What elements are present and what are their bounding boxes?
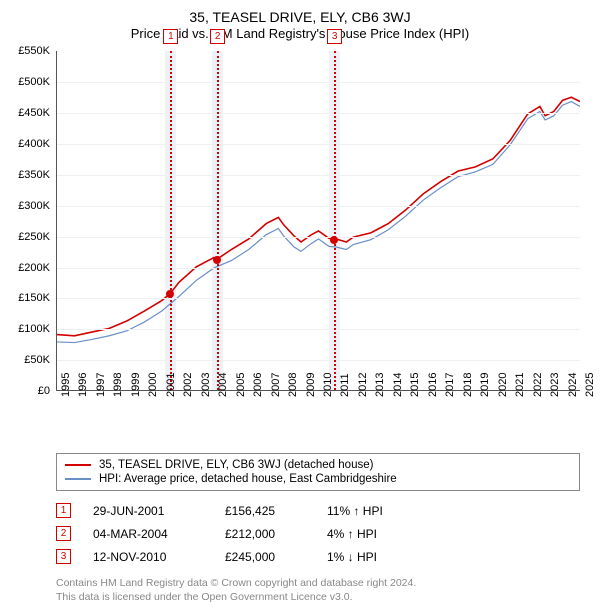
sale-dot	[213, 256, 221, 264]
footnote-line: Contains HM Land Registry data © Crown c…	[56, 576, 590, 590]
legend-swatch	[65, 464, 91, 466]
chart-container: 35, TEASEL DRIVE, ELY, CB6 3WJ Price pai…	[0, 0, 600, 615]
series-svg	[57, 51, 580, 390]
x-axis-label: 2025	[584, 373, 596, 397]
sale-vline	[170, 51, 172, 390]
y-axis-label: £200K	[18, 262, 50, 274]
series-line	[57, 102, 580, 343]
sale-hpi: 4% ↑ HPI	[327, 527, 417, 541]
sale-row: 3 12-NOV-2010 £245,000 1% ↓ HPI	[56, 545, 580, 568]
sale-marker: 2	[210, 29, 225, 44]
sale-dot	[330, 236, 338, 244]
chart-subtitle: Price paid vs. HM Land Registry's House …	[10, 26, 590, 41]
x-axis-label: 2015	[409, 373, 421, 397]
gridline-h	[57, 237, 580, 238]
chart-area: 123 £0 £50K £100K £150K £200K £250K £300K £350K…	[10, 47, 590, 447]
x-axis-label: 2007	[270, 373, 282, 397]
x-axis-label: 2024	[567, 373, 579, 397]
x-axis-label: 1998	[112, 373, 124, 397]
x-axis-label: 2023	[549, 373, 561, 397]
sale-number: 1	[56, 503, 71, 518]
sale-row: 1 29-JUN-2001 £156,425 11% ↑ HPI	[56, 499, 580, 522]
sale-marker: 3	[327, 29, 342, 44]
y-axis-label: £0	[38, 385, 50, 397]
x-axis-label: 2000	[147, 373, 159, 397]
gridline-h	[57, 206, 580, 207]
gridline-h	[57, 329, 580, 330]
x-axis-label: 2005	[235, 373, 247, 397]
gridline-h	[57, 175, 580, 176]
legend-row: HPI: Average price, detached house, East…	[65, 472, 571, 486]
sale-number: 3	[56, 549, 71, 564]
x-axis-label: 2003	[200, 373, 212, 397]
x-axis-label: 2001	[165, 373, 177, 397]
x-axis-label: 2013	[374, 373, 386, 397]
y-axis-label: £550K	[18, 45, 50, 57]
y-axis-label: £450K	[18, 107, 50, 119]
sale-date: 12-NOV-2010	[93, 550, 203, 564]
x-axis-label: 2012	[357, 373, 369, 397]
x-axis-label: 1999	[130, 373, 142, 397]
y-axis-label: £400K	[18, 138, 50, 150]
x-axis-label: 1997	[95, 373, 107, 397]
series-line	[57, 97, 580, 335]
x-axis-label: 2008	[287, 373, 299, 397]
sale-price: £245,000	[225, 550, 305, 564]
footnote: Contains HM Land Registry data © Crown c…	[56, 576, 590, 604]
sale-hpi: 1% ↓ HPI	[327, 550, 417, 564]
plot-area: 123	[56, 51, 580, 391]
x-axis-label: 2016	[427, 373, 439, 397]
x-axis-label: 2010	[322, 373, 334, 397]
gridline-h	[57, 268, 580, 269]
y-axis-label: £300K	[18, 200, 50, 212]
sale-dot	[166, 290, 174, 298]
sale-date: 29-JUN-2001	[93, 504, 203, 518]
legend-swatch	[65, 478, 91, 480]
legend-row: 35, TEASEL DRIVE, ELY, CB6 3WJ (detached…	[65, 458, 571, 472]
legend-label: HPI: Average price, detached house, East…	[99, 473, 397, 485]
x-axis-label: 2009	[305, 373, 317, 397]
y-axis-label: £150K	[18, 292, 50, 304]
y-axis-label: £50K	[24, 354, 50, 366]
sale-vline	[217, 51, 219, 390]
gridline-h	[57, 298, 580, 299]
x-axis-label: 2004	[217, 373, 229, 397]
x-axis-label: 2011	[339, 374, 351, 398]
gridline-h	[57, 144, 580, 145]
x-axis-label: 2017	[444, 373, 456, 397]
x-axis-label: 2006	[252, 373, 264, 397]
x-axis-label: 1996	[77, 373, 89, 397]
chart-title: 35, TEASEL DRIVE, ELY, CB6 3WJ	[10, 8, 590, 26]
footnote-line: This data is licensed under the Open Gov…	[56, 590, 590, 604]
sale-row: 2 04-MAR-2004 £212,000 4% ↑ HPI	[56, 522, 580, 545]
x-axis-label: 2020	[497, 373, 509, 397]
x-axis-label: 2019	[479, 373, 491, 397]
y-axis-label: £500K	[18, 76, 50, 88]
x-axis-label: 2002	[182, 373, 194, 397]
legend-box: 35, TEASEL DRIVE, ELY, CB6 3WJ (detached…	[56, 453, 580, 491]
x-axis-label: 2021	[514, 373, 526, 397]
x-axis-label: 1995	[60, 373, 72, 397]
x-axis-label: 2018	[462, 373, 474, 397]
y-axis-label: £100K	[18, 323, 50, 335]
sale-price: £212,000	[225, 527, 305, 541]
sale-date: 04-MAR-2004	[93, 527, 203, 541]
gridline-h	[57, 113, 580, 114]
sales-table: 1 29-JUN-2001 £156,425 11% ↑ HPI 2 04-MAR-200…	[56, 499, 580, 568]
sale-marker: 1	[163, 29, 178, 44]
legend-label: 35, TEASEL DRIVE, ELY, CB6 3WJ (detached…	[99, 459, 373, 471]
gridline-h	[57, 360, 580, 361]
x-axis-label: 2022	[532, 373, 544, 397]
x-axis-label: 2014	[392, 373, 404, 397]
sale-hpi: 11% ↑ HPI	[327, 504, 417, 518]
gridline-h	[57, 82, 580, 83]
sale-price: £156,425	[225, 504, 305, 518]
y-axis-label: £250K	[18, 231, 50, 243]
sale-vline	[334, 51, 336, 390]
sale-number: 2	[56, 526, 71, 541]
y-axis-label: £350K	[18, 169, 50, 181]
